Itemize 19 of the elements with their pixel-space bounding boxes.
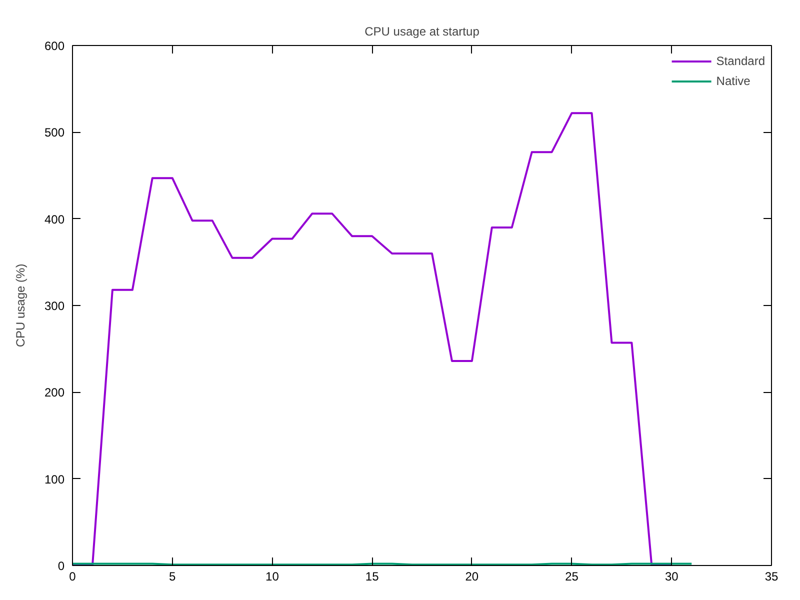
y-tick-label: 0	[58, 559, 65, 573]
x-tick-label: 30	[664, 570, 679, 584]
y-tick-label: 200	[44, 386, 65, 400]
x-tick-label: 0	[69, 570, 76, 584]
x-tick-label: 15	[365, 570, 380, 584]
y-tick-label: 300	[44, 299, 65, 313]
x-tick-label: 35	[764, 570, 778, 584]
y-axis-title: CPU usage (%)	[13, 264, 28, 348]
y-tick-label: 400	[44, 212, 65, 226]
y-tick-label: 500	[44, 126, 65, 140]
y-tick-label: 100	[44, 472, 65, 486]
x-tick-label: 5	[169, 570, 176, 584]
x-tick-label: 25	[565, 570, 579, 584]
legend-label: Standard	[716, 54, 765, 68]
x-tick-label: 20	[465, 570, 479, 584]
chart-title: CPU usage at startup	[364, 24, 480, 38]
x-tick-label: 10	[266, 570, 280, 584]
legend-label: Native	[716, 74, 750, 88]
y-tick-label: 600	[44, 39, 65, 53]
